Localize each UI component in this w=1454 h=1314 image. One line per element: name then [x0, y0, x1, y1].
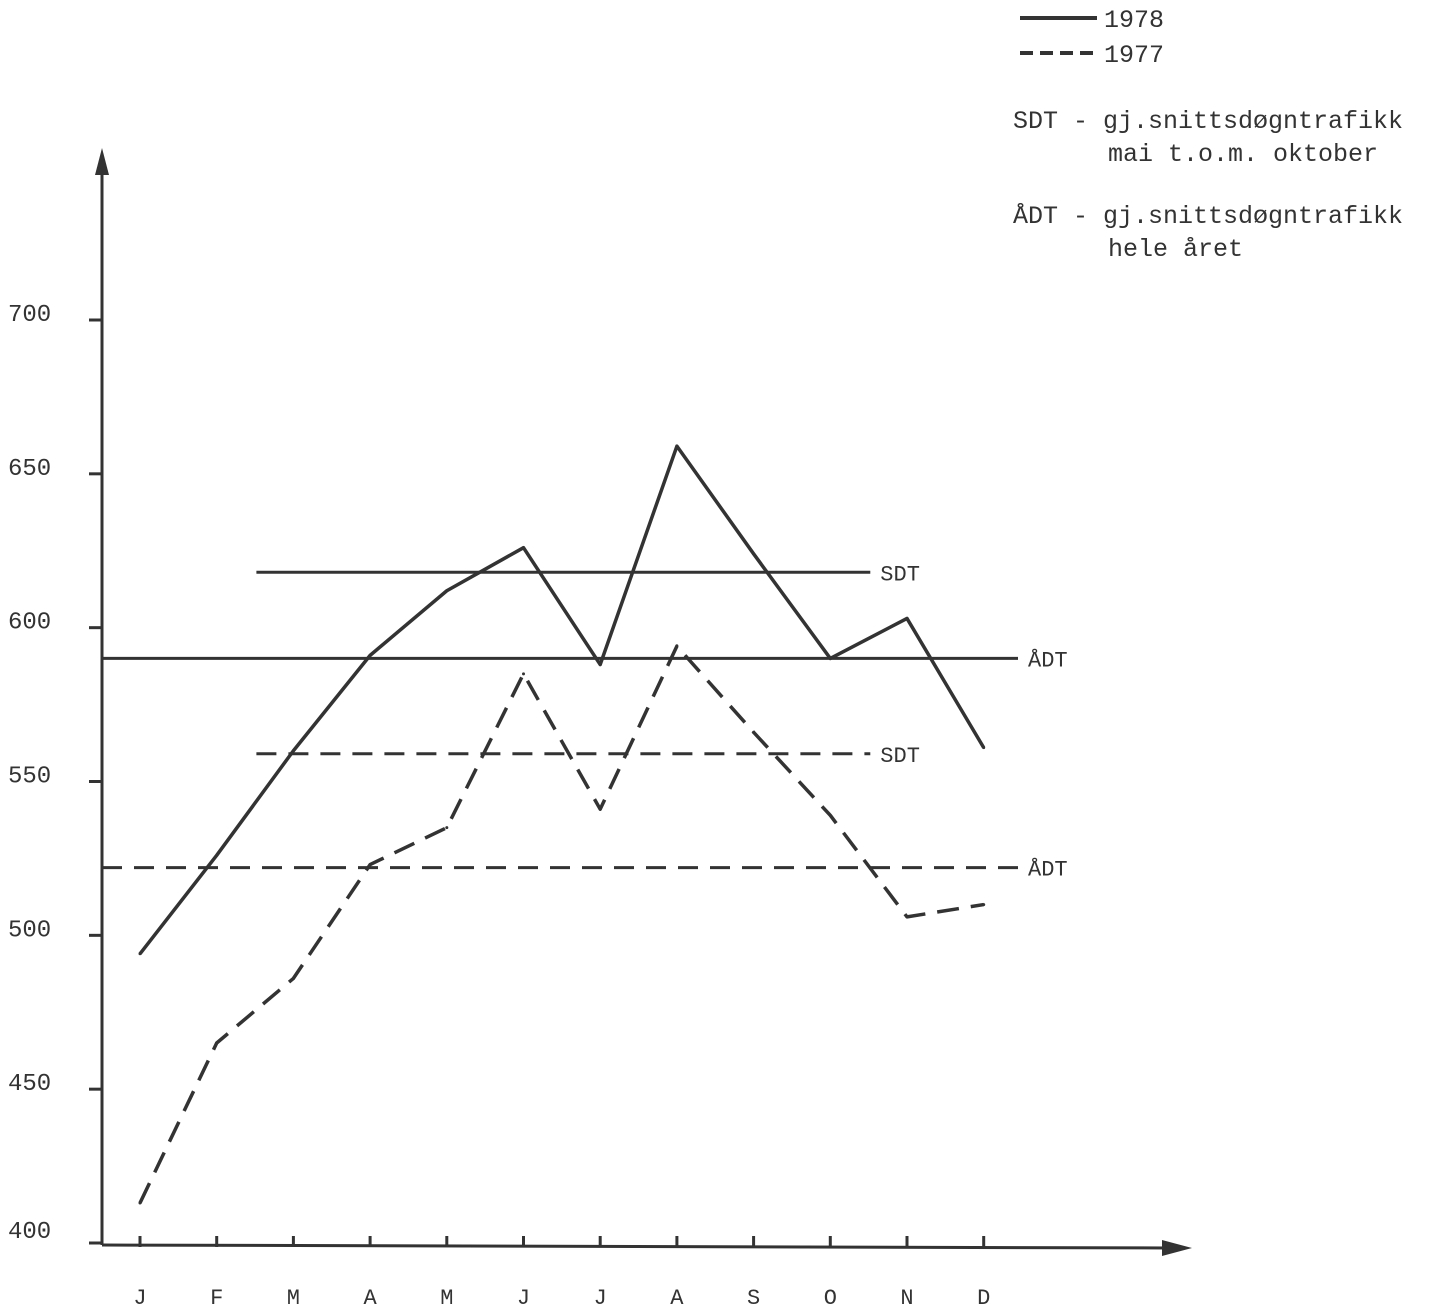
- point-1977-1: [215, 1041, 219, 1045]
- x-tick-label-10: N: [900, 1286, 913, 1311]
- point-1977-10: [905, 915, 909, 919]
- point-1977-5: [522, 672, 525, 676]
- point-1978-10: [905, 616, 909, 620]
- series-lines: [138, 444, 986, 1205]
- definition-line1-0: SDT - gj.snittsdøgntrafikk: [1013, 107, 1403, 136]
- point-1978-8: [752, 552, 756, 556]
- ref-label-sdt-1977: SDT: [880, 744, 920, 769]
- point-1978-5: [522, 546, 525, 550]
- y-tick-label-450: 450: [8, 1071, 51, 1098]
- definition-line2-0: mai t.o.m. oktober: [1108, 140, 1378, 169]
- series-line-1977: [138, 644, 984, 1204]
- reference-lines: SDT ÅDT SDT ÅDT: [102, 562, 1068, 883]
- chart-axes: [95, 148, 1192, 1256]
- point-1978-4: [445, 589, 449, 593]
- point-1978-1: [215, 853, 219, 857]
- point-1978-11: [982, 746, 986, 750]
- y-tick-label-700: 700: [8, 302, 51, 329]
- point-1978-7: [675, 444, 679, 448]
- legend-label-1977: 1977: [1104, 41, 1164, 70]
- y-ticks: 400 450 500 550 600 650 700: [8, 302, 102, 1246]
- x-tick-label-1: F: [210, 1286, 223, 1311]
- x-tick-label-7: A: [670, 1286, 684, 1311]
- definition-line2-1: hele året: [1108, 235, 1243, 264]
- definition-line1-1: ÅDT - gj.snittsdøgntrafikk: [1013, 201, 1403, 231]
- y-tick-label-550: 550: [8, 764, 51, 791]
- point-1977-9: [828, 813, 832, 817]
- x-tick-label-8: S: [747, 1286, 760, 1311]
- y-tick-label-600: 600: [8, 610, 51, 637]
- x-tick-label-11: D: [977, 1286, 990, 1311]
- definitions: SDT - gj.snittsdøgntrafikk mai t.o.m. okt…: [1013, 107, 1403, 264]
- y-tick-label-400: 400: [8, 1219, 51, 1246]
- point-1977-3: [368, 863, 372, 867]
- point-1978-3: [368, 653, 372, 657]
- y-tick-label-500: 500: [8, 917, 51, 944]
- ref-label-adt-1978: ÅDT: [1028, 647, 1068, 673]
- ref-label-adt-1977: ÅDT: [1028, 857, 1068, 883]
- x-tick-label-9: O: [824, 1286, 837, 1311]
- point-1977-11: [982, 903, 986, 907]
- point-1977-0: [138, 1201, 142, 1205]
- point-1977-2: [291, 976, 295, 980]
- point-1978-9: [828, 656, 832, 660]
- legend-label-1978: 1978: [1104, 6, 1164, 35]
- x-axis: [101, 1243, 1171, 1250]
- y-axis-arrow: [95, 148, 109, 175]
- ref-label-sdt-1978: SDT: [880, 562, 920, 587]
- point-1978-6: [598, 663, 602, 667]
- x-tick-label-3: A: [363, 1286, 377, 1311]
- point-1977-8: [752, 730, 756, 734]
- x-tick-label-2: M: [287, 1286, 300, 1311]
- point-1977-4: [445, 826, 449, 830]
- point-1978-0: [138, 952, 142, 956]
- legend: 1978 1977: [1020, 6, 1164, 70]
- x-axis-arrow: [1162, 1240, 1192, 1256]
- point-1978-2: [291, 749, 295, 753]
- y-tick-label-650: 650: [8, 456, 51, 483]
- point-1977-6: [598, 807, 602, 811]
- x-tick-label-6: J: [594, 1286, 607, 1311]
- x-tick-label-0: J: [133, 1286, 146, 1311]
- x-tick-label-4: M: [440, 1286, 453, 1311]
- series-line-1978: [138, 444, 986, 955]
- point-1977-7: [675, 644, 679, 648]
- x-tick-label-5: J: [517, 1286, 530, 1311]
